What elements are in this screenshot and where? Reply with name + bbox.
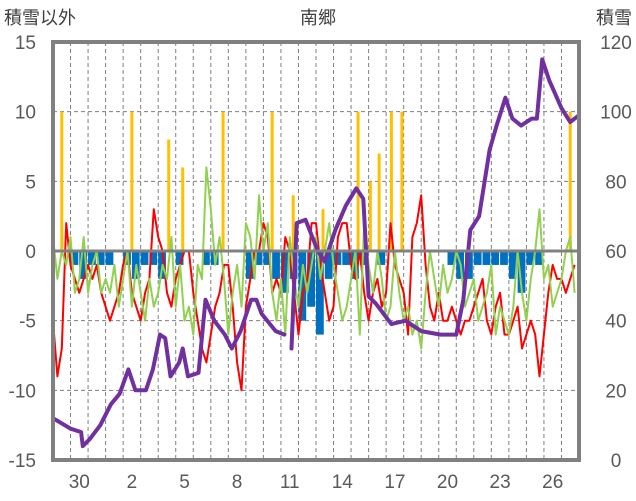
blue-bar [263,251,272,265]
blue-bar [307,251,315,307]
blue-bar [175,251,184,265]
x-tick-label: 17 [384,472,405,493]
plot-frame [51,40,581,462]
red-series-line [52,194,576,392]
blue-bar [465,251,473,279]
orange-bar [181,167,185,251]
blue-bar [254,251,263,265]
left-tick-label: 10 [15,103,36,124]
x-tick-label: 11 [280,472,300,493]
left-tick-label: 5 [25,172,36,193]
blue-bar [280,251,289,293]
blue-bar [140,251,149,265]
blue-bar [447,251,456,265]
left-tick-label: -5 [19,312,36,333]
orange-bar [270,111,274,252]
right-tick-label: 120 [600,33,632,54]
blue-bar [245,251,254,279]
x-tick-label: 30 [69,472,90,493]
blue-bar [88,251,96,265]
right-tick-label: 20 [605,381,626,402]
right-axis-title: 積雪 [596,8,632,29]
x-tick-label: 23 [490,472,511,493]
blue-bar [96,251,105,265]
blue-bar [526,251,535,265]
x-tick-label: 2 [127,472,138,493]
blue-bar [517,251,526,293]
left-tick-label: -15 [9,451,36,472]
left-tick-label: -10 [9,381,36,402]
blue-bar [491,251,500,265]
orange-bar [389,111,393,252]
snow-depth-line [51,57,581,449]
blue-bar [79,251,88,279]
blue-bar [105,251,114,265]
blue-bar [473,251,482,265]
x-tick-label: 20 [437,472,458,493]
x-tick-label: 8 [232,472,243,493]
blue-bar [500,251,508,265]
blue-bar [508,251,517,279]
orange-bar [568,111,572,252]
blue-bar [316,251,324,335]
left-axis-title: 積雪以外 [4,8,76,29]
x-tick-label: 5 [179,472,190,493]
x-tick-label: 26 [542,472,563,493]
orange-bar [368,181,372,251]
orange-bar [221,111,225,252]
blue-bar [535,251,543,265]
orange-bar [60,111,64,252]
right-tick-label: 100 [600,103,632,124]
orange-bar [321,209,325,251]
blue-bar [351,251,359,279]
right-tick-label: 40 [605,312,626,333]
right-tick-label: 60 [605,242,626,263]
orange-bar [377,153,381,251]
left-tick-label: 15 [15,33,36,54]
orange-bar [400,111,404,252]
blue-bar [272,251,280,279]
orange-bar [130,111,134,252]
chart-title: 南郷 [300,8,336,29]
blue-bar [377,251,386,265]
orange-bar [356,111,360,252]
orange-bar [167,139,171,251]
right-tick-label: 80 [605,172,626,193]
blue-bar [482,251,491,265]
blue-bar [70,251,79,265]
blue-bar [202,251,210,265]
blue-bar [298,251,307,321]
right-tick-label: 0 [611,451,622,472]
left-tick-label: 0 [25,242,36,263]
blue-bar [342,251,351,265]
blue-bar [149,251,158,265]
blue-bar [324,251,333,279]
orange-bar [291,195,295,251]
x-tick-label: 14 [332,472,354,493]
